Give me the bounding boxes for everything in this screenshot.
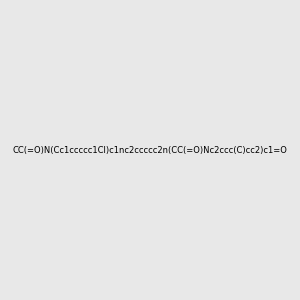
Text: CC(=O)N(Cc1ccccc1Cl)c1nc2ccccc2n(CC(=O)Nc2ccc(C)cc2)c1=O: CC(=O)N(Cc1ccccc1Cl)c1nc2ccccc2n(CC(=O)N… <box>13 146 287 154</box>
